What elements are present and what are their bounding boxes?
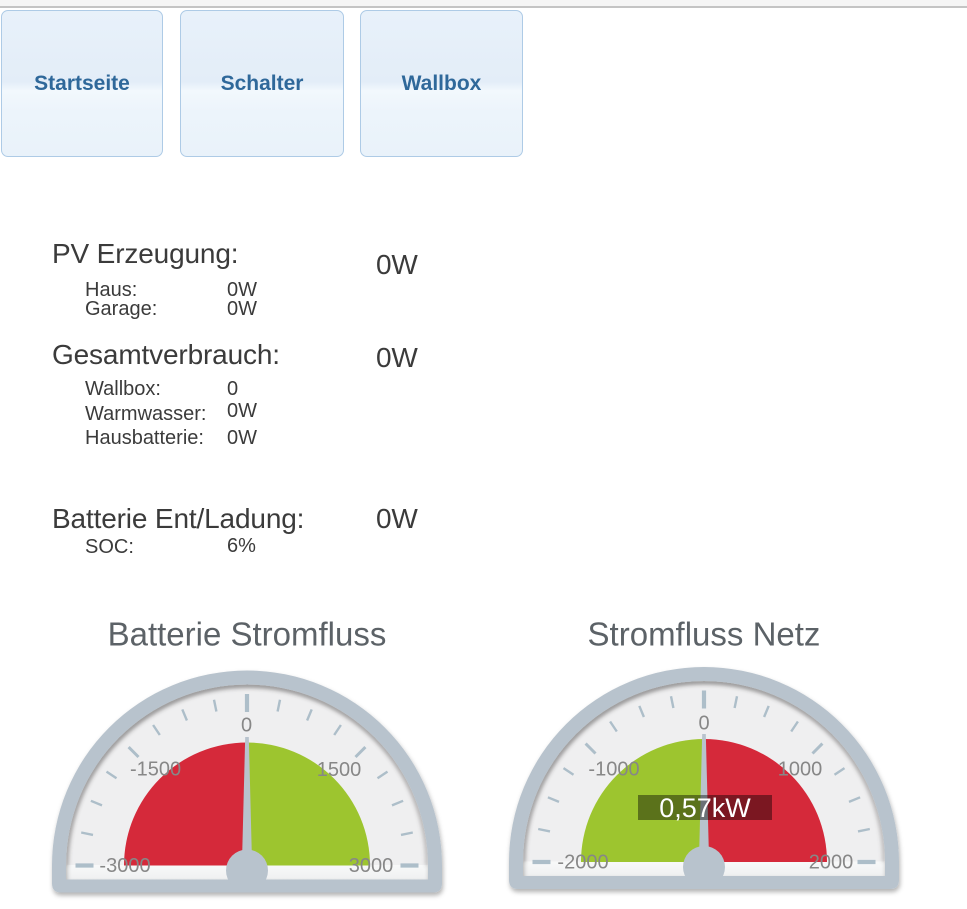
svg-text:-1000: -1000 xyxy=(588,759,639,781)
svg-text:-1500: -1500 xyxy=(130,759,181,781)
svg-text:-3000: -3000 xyxy=(99,855,150,877)
svg-text:2000: 2000 xyxy=(809,852,854,874)
svg-text:0: 0 xyxy=(698,713,709,735)
svg-text:1000: 1000 xyxy=(778,759,823,781)
svg-text:-2000: -2000 xyxy=(557,852,608,874)
svg-text:1500: 1500 xyxy=(317,759,362,781)
svg-text:3000: 3000 xyxy=(349,855,394,877)
svg-text:Stromfluss Netz: Stromfluss Netz xyxy=(588,616,821,653)
svg-text:Batterie Stromfluss: Batterie Stromfluss xyxy=(108,616,387,653)
svg-text:0,57kW: 0,57kW xyxy=(659,793,751,823)
svg-text:0: 0 xyxy=(241,715,252,737)
